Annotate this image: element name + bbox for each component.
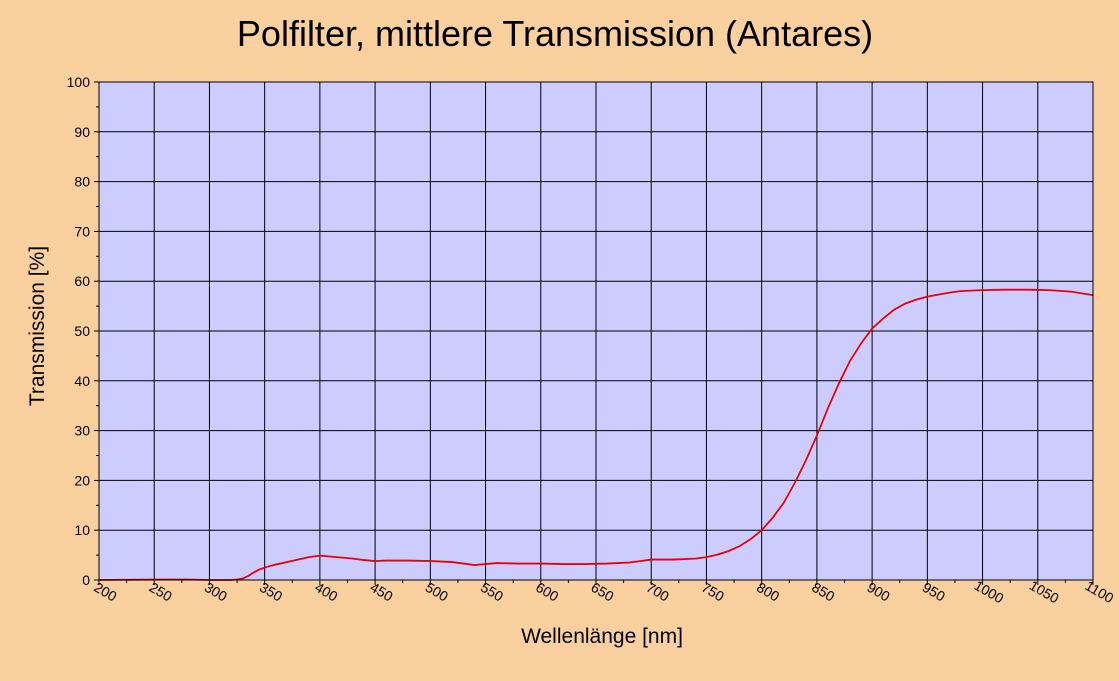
x-tick-label: 300 [202,579,230,605]
chart-title: Polfilter, mittlere Transmission (Antare… [237,13,873,54]
y-tick-label: 20 [74,472,90,488]
x-tick-label: 850 [809,579,837,605]
x-axis-ticks: 200 250 300 350 400 450 500 550 600 650 700 750 800 8… [91,577,1116,607]
y-tick-label: 10 [74,522,90,538]
x-tick-label: 250 [147,579,175,605]
x-tick-label: 650 [588,579,616,605]
x-tick-label: 800 [754,579,782,605]
x-tick-label: 350 [257,579,285,605]
x-tick-label: 400 [312,579,340,605]
y-tick-label: 70 [74,223,90,239]
x-tick-label: 900 [864,579,892,605]
x-tick-label: 950 [920,579,948,605]
y-tick-label: 30 [74,423,90,439]
x-tick-label: 1000 [972,577,1007,607]
x-tick-label: 1050 [1027,577,1062,607]
plot-border [98,81,1094,581]
x-tick-label: 500 [423,579,451,605]
x-tick-label: 450 [367,579,395,605]
y-axis-ticks: 0 10 20 30 40 50 60 70 80 90 100 [67,74,99,588]
y-tick-label: 40 [74,373,90,389]
x-tick-label: 600 [533,579,561,605]
x-tick-label: 200 [91,579,119,605]
x-tick-label: 550 [478,579,506,605]
y-tick-label: 100 [67,74,91,90]
x-tick-label: 1100 [1082,577,1116,606]
x-axis-label: Wellenlänge [nm] [521,625,683,648]
y-axis-label: Transmission [%] [26,246,49,406]
y-tick-label: 80 [74,174,90,190]
y-tick-label: 60 [74,273,90,289]
x-tick-label: 750 [699,579,727,605]
series-line [98,288,1094,581]
y-tick-label: 50 [74,323,90,339]
grid [99,82,1093,580]
y-tick-label: 90 [74,124,90,140]
x-tick-label: 700 [644,579,672,605]
y-tick-label: 0 [82,572,90,588]
